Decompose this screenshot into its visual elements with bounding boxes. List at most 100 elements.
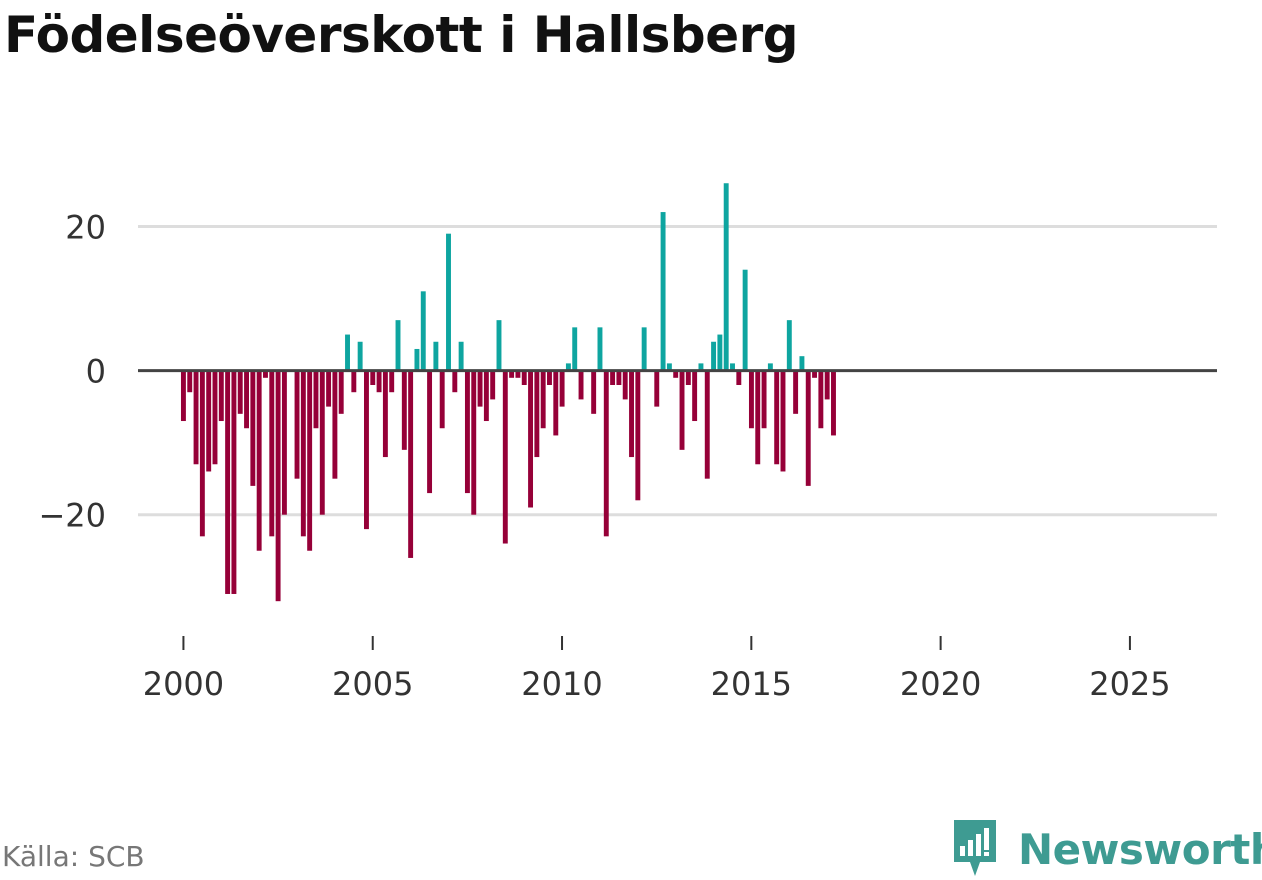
bar [761,370,767,429]
bar [275,370,281,602]
bar [477,370,483,407]
bar [439,370,445,429]
bar [401,370,407,450]
bar [635,370,641,501]
bar [250,370,256,486]
bar [534,370,540,458]
bar [673,370,679,378]
bar [414,348,420,371]
bar [528,370,534,508]
bar [622,370,628,400]
x-tick-label: 2020 [900,665,981,703]
bar [364,370,369,530]
bar [490,370,496,400]
bar [244,370,249,429]
bar [742,269,748,371]
bar [452,370,458,393]
bar [376,370,382,393]
bar [351,370,357,393]
x-axis: 2000 2005 2010 2015 2020 2025 [143,636,1171,703]
bar [446,233,451,371]
bar [559,370,565,407]
bar [231,370,237,594]
bar [294,370,300,479]
bar [553,370,559,436]
bar [685,370,691,385]
brand-name: Newsworthy [1018,824,1262,874]
bar [502,370,508,544]
bar [660,212,666,371]
bar [357,341,363,371]
bar [692,370,698,422]
bar [824,370,830,400]
bar [679,370,685,450]
bar [458,341,464,371]
bar [831,370,836,436]
bar [723,183,729,371]
bar [629,370,634,458]
grid-lines [138,224,1217,517]
y-tick-label: 0 [86,353,106,391]
bar [666,363,672,371]
bar [736,370,742,385]
bar [433,341,439,371]
bar [755,370,761,465]
bar [420,291,426,371]
bar [212,370,218,465]
bar [206,370,212,472]
bar [319,370,325,515]
bar [332,370,338,479]
bar [515,370,521,378]
bar [269,370,275,537]
bar [717,334,723,371]
x-tick-label: 2010 [521,665,602,703]
bar [748,370,754,429]
bar [218,370,224,422]
bar [256,370,262,551]
bar [730,363,735,371]
bar [780,370,786,472]
bar [711,341,717,371]
newsworthy-logo-icon [954,820,996,876]
bar [698,363,704,371]
bar [547,370,552,385]
bar [483,370,489,422]
bar [704,370,710,479]
bar [654,370,660,407]
bar [345,334,350,371]
bar [572,327,578,371]
bar [610,370,616,385]
bar [199,370,205,537]
bar [193,370,199,465]
bar [591,370,597,414]
bar [471,370,477,515]
bar [187,370,193,393]
bar [793,370,799,414]
source-note: Källa: SCB [2,840,145,873]
x-tick-label: 2015 [711,665,792,703]
bar [603,370,609,537]
bar [641,327,647,371]
bar [774,370,780,465]
bar [263,370,268,378]
bar [326,370,332,407]
bar [521,370,527,385]
bar [389,370,395,393]
bar [281,370,287,515]
bar [395,320,401,371]
bar [540,370,546,429]
bar [496,320,502,371]
bar [300,370,306,537]
bar [799,356,805,371]
brand-logo: Newsworthy [950,818,1262,880]
x-tick-label: 2005 [332,665,413,703]
bar [812,370,818,378]
bar [565,363,571,371]
bar [597,327,603,371]
bars [180,183,836,602]
y-axis-labels: −20 0 20 [38,208,106,534]
x-tick-label: 2000 [143,665,224,703]
bar [313,370,319,429]
bar [767,363,773,371]
bar [307,370,313,551]
